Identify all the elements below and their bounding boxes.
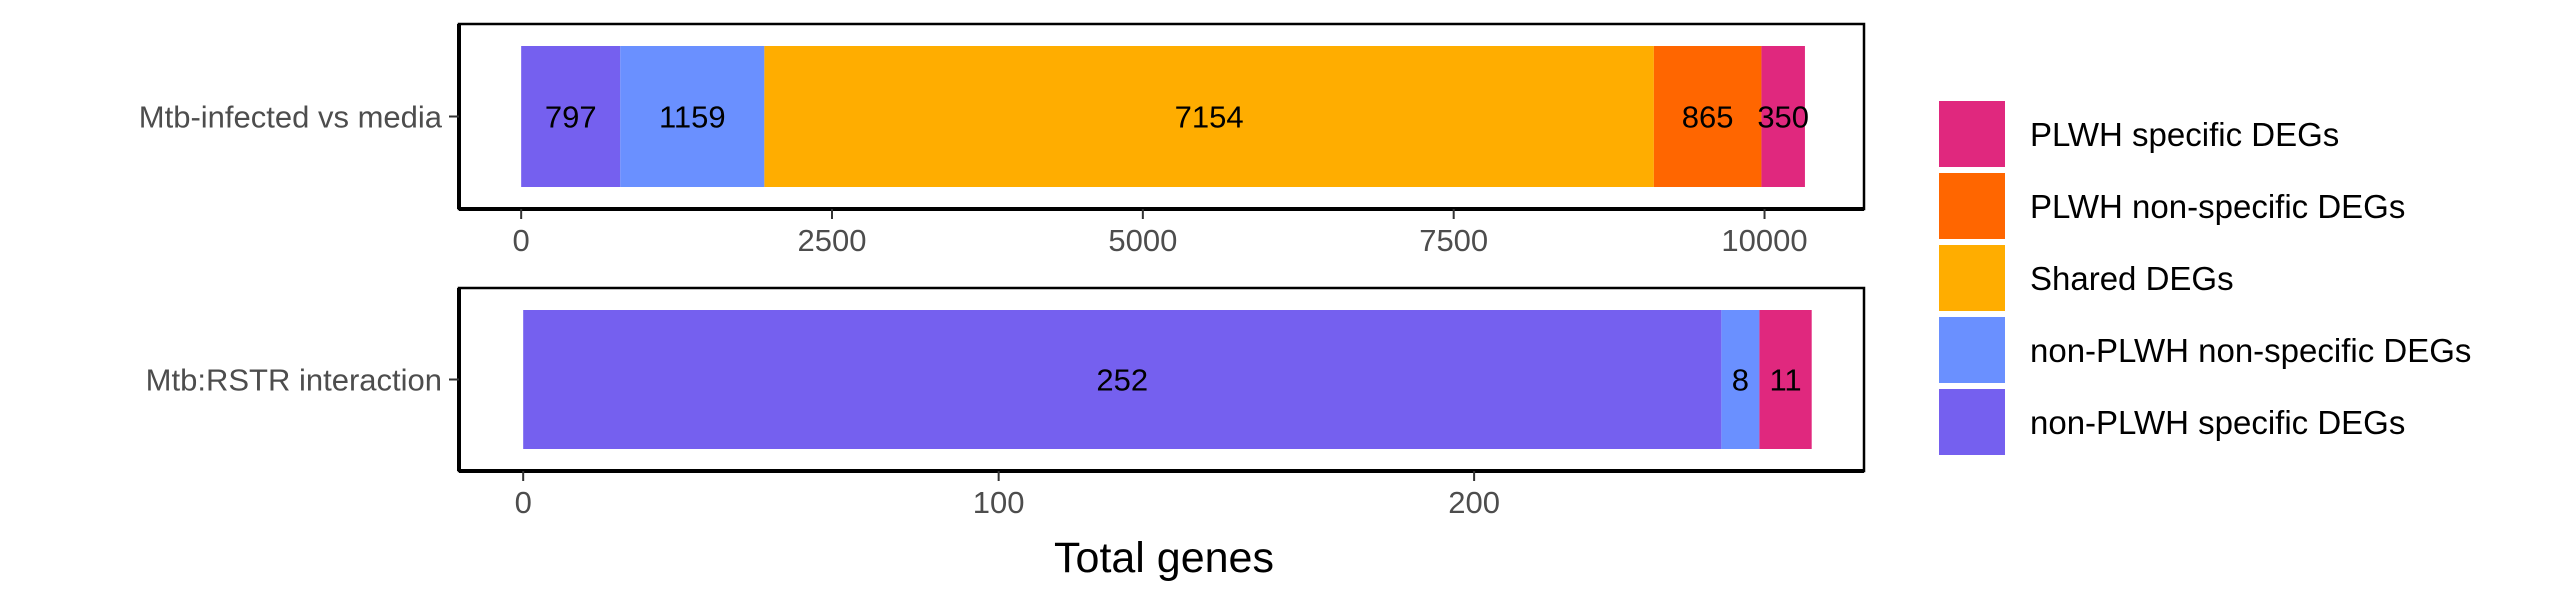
data-label-shared-degs: 7154 (1175, 100, 1244, 135)
panel-mtb-infected-vs-media: 797 1159 7154 865 350 0 2500 5000 7500 10000 Mtb-i… (139, 22, 1866, 258)
legend: PLWH specific DEGs PLWH non-specific DEGs… (1939, 101, 2471, 455)
x-tick-label: 10000 (1721, 223, 1807, 258)
bar-segment-plwh-specific-degs (1761, 46, 1805, 187)
legend-swatch (1939, 101, 2005, 167)
legend-item-non-plwh-specific-degs: non-PLWH specific DEGs (1939, 389, 2405, 455)
legend-item-non-plwh-non-specific-degs: non-PLWH non-specific DEGs (1939, 317, 2471, 383)
x-tick-label: 100 (973, 485, 1025, 520)
bar-segment-plwh-specific-degs (1759, 310, 1812, 449)
legend-swatch (1939, 317, 2005, 383)
chart-panels: 797 1159 7154 865 350 0 2500 5000 7500 10000 Mtb-i… (139, 22, 1866, 520)
bar-segment-non-plwh-non-specific-degs (620, 46, 765, 187)
category-label: Mtb:RSTR interaction (146, 363, 442, 398)
bar-segment-non-plwh-specific-degs (521, 46, 621, 187)
legend-item-shared-degs: Shared DEGs (1939, 245, 2234, 311)
legend-label: Shared DEGs (2030, 260, 2234, 297)
x-tick-label: 0 (513, 223, 530, 258)
x-tick-label: 7500 (1419, 223, 1488, 258)
legend-item-plwh-non-specific-degs: PLWH non-specific DEGs (1939, 173, 2405, 239)
bar-segment-shared-degs (764, 46, 1654, 187)
legend-label: PLWH specific DEGs (2030, 116, 2339, 153)
data-label-plwh-specific-degs: 11 (1769, 363, 1801, 398)
x-axis-title: Total genes (1054, 534, 1274, 582)
data-label-non-plwh-non-specific-degs: 8 (1732, 363, 1749, 398)
x-tick-label: 200 (1448, 485, 1500, 520)
bar-segment-non-plwh-non-specific-degs (1721, 310, 1760, 449)
x-tick-label: 0 (515, 485, 532, 520)
data-label-non-plwh-specific-degs: 797 (545, 100, 597, 135)
bar-segment-plwh-non-specific-degs (1653, 46, 1762, 187)
legend-swatch (1939, 245, 2005, 311)
x-tick-label: 5000 (1108, 223, 1177, 258)
legend-label: PLWH non-specific DEGs (2030, 188, 2405, 225)
legend-swatch (1939, 173, 2005, 239)
data-label-non-plwh-non-specific-degs: 1159 (659, 100, 726, 135)
x-tick-label: 2500 (798, 223, 867, 258)
legend-label: non-PLWH non-specific DEGs (2030, 332, 2471, 369)
panel-mtb-rstr-interaction: 252 8 11 0 100 200 Mtb:RSTR interaction (146, 286, 1866, 520)
bar-segment-non-plwh-specific-degs (523, 310, 1722, 449)
data-label-plwh-non-specific-degs: 865 (1682, 100, 1734, 135)
category-label: Mtb-infected vs media (139, 100, 443, 135)
data-label-non-plwh-specific-degs: 252 (1096, 363, 1148, 398)
legend-label: non-PLWH specific DEGs (2030, 404, 2405, 441)
legend-item-plwh-specific-degs: PLWH specific DEGs (1939, 101, 2339, 167)
data-label-plwh-specific-degs: 350 (1757, 100, 1809, 135)
legend-swatch (1939, 389, 2005, 455)
